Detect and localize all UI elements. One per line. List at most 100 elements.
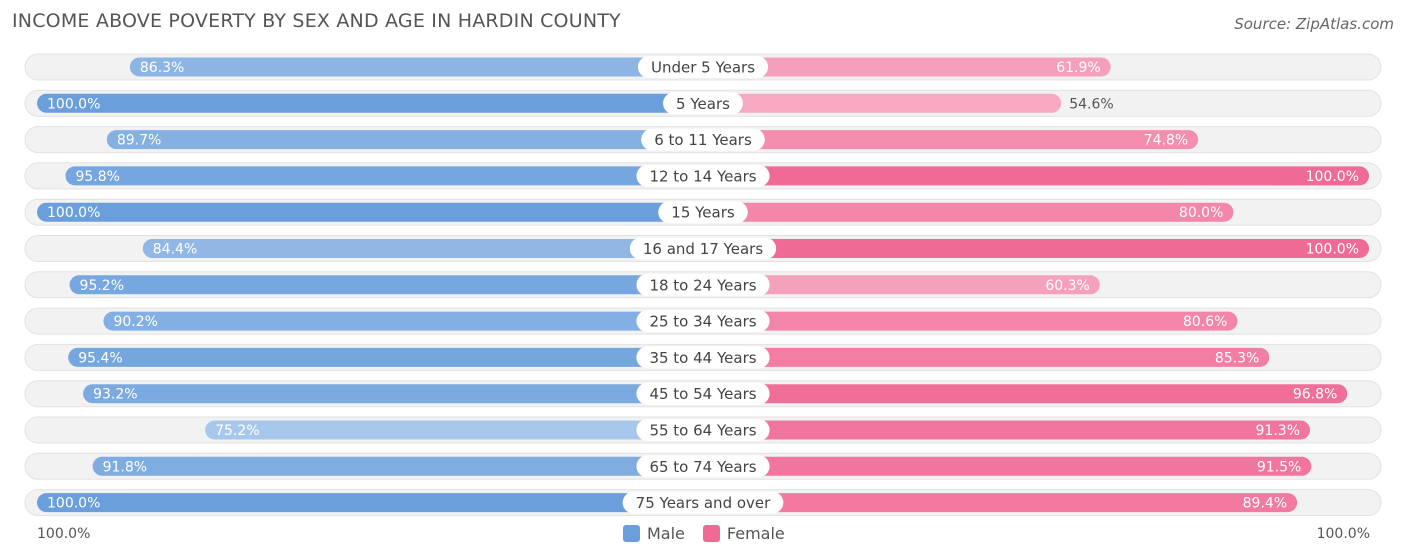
male-bar <box>106 130 704 150</box>
bar-row: 90.2% 80.6% 25 to 34 Years <box>24 307 1382 335</box>
male-bar <box>37 202 703 222</box>
female-value-label: 80.0% <box>1179 205 1223 221</box>
axis-right-label: 100.0% <box>1316 526 1370 542</box>
source-label: Source: ZipAtlas.com <box>1234 15 1394 33</box>
female-bar <box>703 93 1062 113</box>
male-bar <box>37 93 703 113</box>
bar-row: 95.2% 60.3% 18 to 24 Years <box>24 271 1382 299</box>
bar-row: 100.0% 80.0% 15 Years <box>24 198 1382 226</box>
bar-row: 89.7% 74.8% 6 to 11 Years <box>24 126 1382 154</box>
category-label: 15 Years <box>671 204 735 222</box>
male-bar <box>65 166 703 186</box>
legend-label-male: Male <box>647 524 685 543</box>
female-bar <box>703 384 1348 404</box>
category-pill <box>636 310 770 333</box>
bar-row: 100.0% 89.4% 75 Years and over <box>24 489 1382 517</box>
male-value-label: 89.7% <box>117 133 161 149</box>
male-value-label: 75.2% <box>215 423 259 439</box>
female-value-label: 91.5% <box>1257 459 1301 475</box>
female-value-label: 54.6% <box>1069 96 1113 112</box>
female-value-label: 61.9% <box>1056 60 1100 76</box>
category-pill <box>636 273 770 296</box>
male-bar <box>92 456 703 476</box>
category-label: 5 Years <box>676 95 730 113</box>
female-bar <box>703 493 1298 513</box>
female-value-label: 100.0% <box>1306 169 1359 185</box>
chart-svg: 86.3% 61.9% Under 5 Years 100.0% 54.6% 5 Year… <box>24 53 1382 517</box>
category-label: 75 Years and over <box>636 494 771 512</box>
male-bar <box>142 239 703 258</box>
category-label: 18 to 24 Years <box>649 276 756 294</box>
category-label: Under 5 Years <box>651 59 755 77</box>
category-pill <box>636 382 770 405</box>
female-value-label: 100.0% <box>1306 242 1359 258</box>
male-value-label: 93.2% <box>93 387 137 403</box>
category-pill <box>636 455 770 478</box>
female-bar <box>703 202 1234 222</box>
bar-row: 93.2% 96.8% 45 to 54 Years <box>24 380 1382 408</box>
female-bar <box>703 166 1369 186</box>
legend-swatch-male <box>623 525 640 542</box>
male-bar <box>68 347 704 367</box>
male-value-label: 86.3% <box>140 60 184 76</box>
legend-item-male: Male <box>623 524 685 543</box>
category-label: 35 to 44 Years <box>649 349 756 367</box>
category-pill <box>629 237 777 260</box>
female-value-label: 91.3% <box>1256 423 1300 439</box>
legend: Male Female <box>623 524 803 543</box>
bar-row: 95.8% 100.0% 12 to 14 Years <box>24 162 1382 190</box>
category-pill <box>636 346 770 369</box>
category-label: 55 to 64 Years <box>649 422 756 440</box>
bar-row: 100.0% 54.6% 5 Years <box>24 89 1382 117</box>
category-pill <box>637 56 769 78</box>
bar-row: 91.8% 91.5% 65 to 74 Years <box>24 452 1382 480</box>
male-value-label: 90.2% <box>113 314 157 330</box>
male-bar <box>205 420 704 440</box>
bar-row: 84.4% 100.0% 16 and 17 Years <box>24 235 1382 262</box>
bar-row: 95.4% 85.3% 35 to 44 Years <box>24 343 1382 371</box>
female-bar <box>703 275 1100 295</box>
category-pill <box>663 92 743 115</box>
female-bar <box>703 311 1238 331</box>
bar-row: 75.2% 91.3% 55 to 64 Years <box>24 416 1382 444</box>
female-value-label: 85.3% <box>1215 350 1259 366</box>
category-label: 6 to 11 Years <box>654 131 752 149</box>
female-value-label: 60.3% <box>1045 278 1089 294</box>
male-bar <box>69 275 703 295</box>
male-bar <box>37 493 703 513</box>
male-bar <box>129 57 704 77</box>
female-value-label: 89.4% <box>1243 496 1287 512</box>
male-value-label: 84.4% <box>153 242 197 258</box>
bar-row: 86.3% 61.9% Under 5 Years <box>24 53 1382 81</box>
male-value-label: 100.0% <box>47 205 100 221</box>
category-pill <box>636 164 770 187</box>
male-bar <box>103 311 704 331</box>
axis-left-label: 100.0% <box>37 526 91 542</box>
legend-swatch-female <box>702 525 720 542</box>
female-bar <box>703 420 1311 440</box>
female-bar <box>703 239 1369 258</box>
male-value-label: 95.8% <box>75 169 119 185</box>
category-label: 45 to 54 Years <box>649 385 756 403</box>
female-bar <box>703 347 1270 367</box>
category-pill <box>636 419 770 441</box>
category-label: 25 to 34 Years <box>649 313 756 331</box>
male-value-label: 91.8% <box>103 459 147 475</box>
female-value-label: 80.6% <box>1183 314 1227 330</box>
legend-label-female: Female <box>726 524 785 543</box>
legend-item-female: Female <box>702 524 785 543</box>
female-value-label: 74.8% <box>1144 133 1188 149</box>
category-label: 16 and 17 Years <box>643 240 763 258</box>
male-bar <box>83 384 703 404</box>
male-value-label: 100.0% <box>47 96 100 112</box>
female-bar <box>703 130 1199 150</box>
male-value-label: 100.0% <box>47 496 100 512</box>
female-bar <box>703 57 1111 77</box>
category-pill <box>641 128 765 151</box>
female-value-label: 96.8% <box>1293 387 1337 403</box>
female-bar <box>703 456 1312 476</box>
category-pill <box>622 491 784 514</box>
category-pill <box>658 201 748 224</box>
male-value-label: 95.4% <box>78 350 122 366</box>
male-value-label: 95.2% <box>80 278 124 294</box>
